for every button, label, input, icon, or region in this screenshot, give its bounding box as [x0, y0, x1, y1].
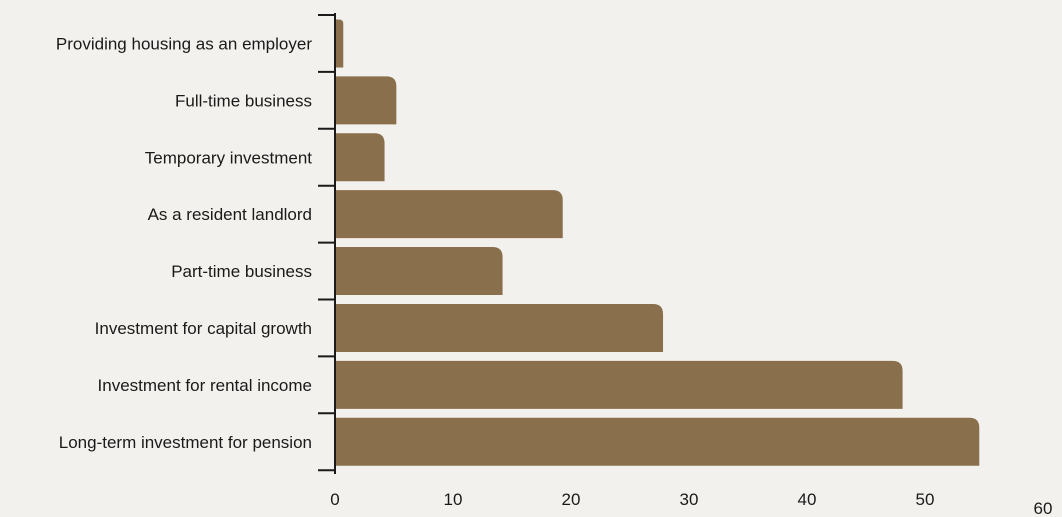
bar	[335, 247, 503, 296]
x-tick-label: 20	[562, 490, 581, 509]
category-label: Part-time business	[171, 262, 312, 281]
x-tick-label: 40	[798, 490, 817, 509]
bar	[335, 19, 344, 68]
x-tick-label: 10	[444, 490, 463, 509]
category-label: Investment for rental income	[98, 376, 312, 395]
category-label: Long-term investment for pension	[59, 433, 312, 452]
x-tick-labels-group: 0 10 20 30 40 50 60	[330, 490, 1052, 517]
category-label: As a resident landlord	[148, 205, 312, 224]
bar	[335, 360, 903, 409]
x-tick-label: 0	[330, 490, 339, 509]
bars-group	[335, 19, 980, 466]
category-labels-group: Providing housing as an employer Full-tim…	[56, 34, 312, 451]
x-tick-label: 30	[680, 490, 699, 509]
axes-group	[318, 13, 336, 474]
bar	[335, 303, 664, 352]
bar	[335, 417, 980, 466]
category-label: Temporary investment	[145, 148, 313, 167]
bar	[335, 190, 563, 239]
x-tick-label: 60	[1034, 499, 1053, 517]
category-label: Full-time business	[175, 91, 312, 110]
category-label: Providing housing as an employer	[56, 34, 312, 53]
bar	[335, 76, 397, 125]
bar	[335, 133, 385, 182]
x-tick-label: 50	[916, 490, 935, 509]
category-label: Investment for capital growth	[95, 319, 312, 338]
